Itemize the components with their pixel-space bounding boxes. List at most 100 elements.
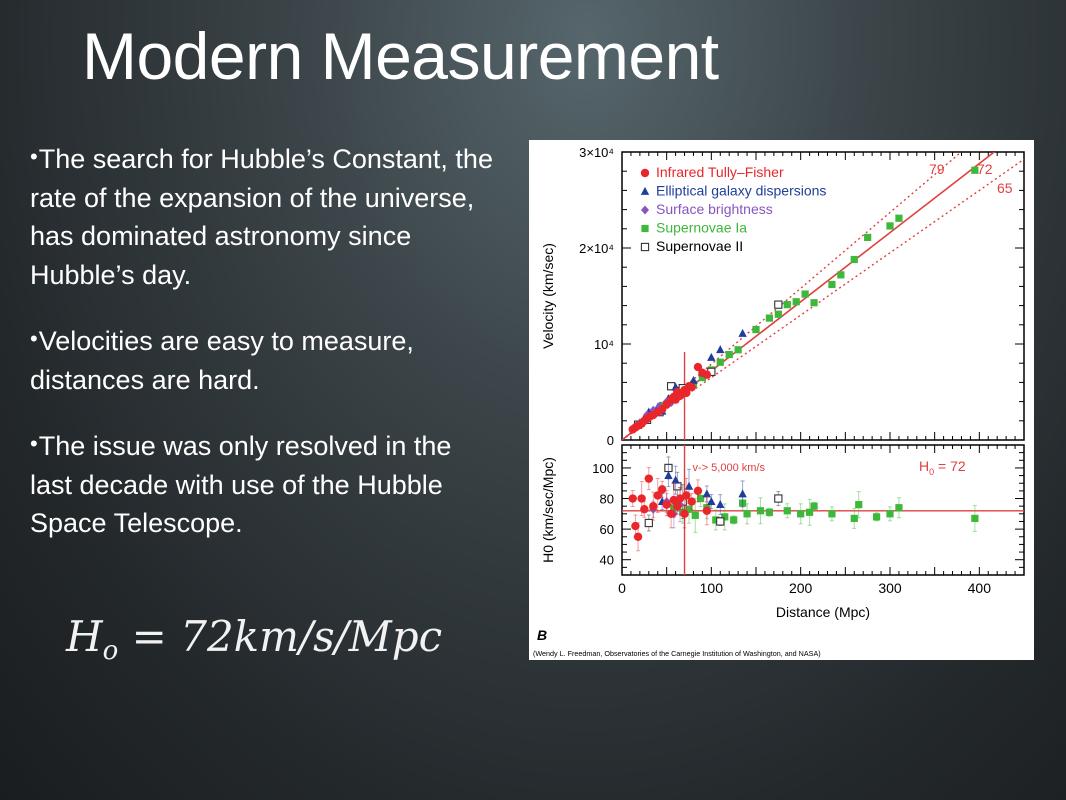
- bottom-point: [730, 516, 738, 524]
- top-point: [693, 362, 703, 372]
- legend-marker: [641, 224, 649, 233]
- fit-line-label-79: 79: [929, 161, 945, 177]
- bottom-point: [702, 489, 712, 498]
- legend-marker: [641, 205, 649, 215]
- bottom-point: [721, 513, 729, 521]
- x-tick-label: 0: [618, 580, 626, 596]
- bottom-point: [716, 500, 725, 509]
- bullet-dot-icon: •: [30, 326, 38, 351]
- top-point: [837, 271, 845, 279]
- x-tick-label: 100: [700, 580, 724, 596]
- top-point: [886, 222, 894, 230]
- hubble-diagram-figure: 0 10⁴ 2×10⁴ 3×10⁴ 40 60 80 100 0 100 200 300 400 Velo…: [529, 140, 1034, 660]
- bottom-point: [739, 499, 747, 507]
- bottom-point: [895, 504, 903, 512]
- bottom-panel-frame: [621, 444, 1025, 576]
- formula-lhs: H: [66, 612, 103, 661]
- bottom-point: [697, 494, 705, 503]
- x-tick-label: 200: [789, 580, 813, 596]
- bullet-dot-icon: •: [30, 144, 38, 169]
- hubble-diagram-svg: 0 10⁴ 2×10⁴ 3×10⁴ 40 60 80 100 0 100 200 300 400 Velo…: [533, 145, 1025, 658]
- legend-marker: [640, 168, 650, 178]
- bottom-y-tick-label: 80: [600, 492, 614, 507]
- bottom-point: [707, 496, 716, 505]
- bottom-point: [850, 514, 858, 523]
- bullet-item: •The issue was only resolved in the last…: [30, 425, 500, 543]
- bottom-point: [649, 501, 658, 511]
- bottom-point: [640, 505, 649, 514]
- bullet-item: •Velocities are easy to measure, distanc…: [30, 320, 500, 399]
- top-point: [765, 314, 773, 322]
- bottom-point: [828, 510, 836, 518]
- top-y-tick-label: 0: [607, 433, 614, 448]
- formula-rhs: 72km/s/Mpc: [180, 612, 443, 661]
- bottom-point: [797, 510, 805, 518]
- bottom-point: [971, 514, 979, 523]
- bottom-point: [693, 486, 703, 496]
- top-plot-area: [622, 152, 1024, 440]
- bottom-point: [653, 491, 662, 500]
- bottom-point: [673, 501, 682, 511]
- bullet-text: The search for Hubble’s Constant, the ra…: [30, 144, 493, 290]
- h0-reference-label-tail: = 72: [934, 458, 966, 474]
- figure-credit: (Wendy L. Freedman, Observatories of the…: [533, 649, 821, 658]
- formula-subscript: o: [102, 636, 119, 666]
- bottom-point: [783, 507, 791, 515]
- top-point: [850, 255, 858, 264]
- bottom-point: [637, 494, 646, 503]
- bottom-point: [687, 497, 696, 506]
- top-point: [971, 166, 979, 174]
- top-y-axis-label: Velocity (km/sec): [540, 243, 556, 349]
- bottom-point: [712, 516, 720, 524]
- bottom-point: [716, 517, 725, 526]
- bottom-point: [810, 502, 818, 510]
- top-point: [687, 383, 696, 392]
- bottom-y-axis-label: H0 (km/sec/Mpc): [540, 457, 556, 563]
- bottom-point: [855, 501, 863, 509]
- bottom-point: [738, 489, 747, 498]
- top-y-tick-label: 2×10⁴: [579, 241, 614, 256]
- velocity-threshold-annotation: v-> 5,000 km/s: [693, 462, 766, 474]
- bottom-point: [644, 518, 653, 528]
- x-tick-label: 300: [878, 580, 902, 596]
- bottom-point: [633, 532, 643, 541]
- top-point: [698, 374, 706, 382]
- top-point: [783, 301, 791, 309]
- top-point: [716, 358, 724, 366]
- top-panel-frame: [621, 151, 1025, 441]
- bottom-plot-area: [622, 445, 1024, 575]
- bottom-point: [631, 521, 640, 531]
- hubble-constant-formula: Ho = 72km/s/Mpc: [66, 612, 442, 666]
- bottom-y-tick-label: 40: [600, 553, 614, 568]
- bottom-point: [666, 509, 676, 519]
- x-axis-label: Distance (Mpc): [776, 604, 870, 620]
- bottom-point: [658, 485, 667, 494]
- x-tick-label: 400: [968, 580, 992, 596]
- top-point: [792, 298, 800, 306]
- top-y-tick-label: 3×10⁴: [579, 145, 614, 160]
- bottom-point: [628, 494, 637, 503]
- top-point: [702, 370, 712, 379]
- bottom-point: [743, 510, 751, 518]
- bottom-point: [644, 474, 653, 483]
- h0-reference-label-main: H: [919, 458, 929, 474]
- bottom-point: [664, 470, 673, 479]
- panel-letter: B: [537, 627, 547, 643]
- bottom-y-tick-label: 100: [592, 461, 614, 476]
- bottom-point: [765, 508, 773, 516]
- legend-marker: [640, 242, 650, 252]
- legend-label: Surface brightness: [656, 201, 773, 217]
- bottom-point: [662, 500, 671, 509]
- bottom-point: [685, 505, 693, 513]
- bullet-item: •The search for Hubble’s Constant, the r…: [30, 138, 500, 294]
- top-point: [810, 299, 818, 307]
- top-point: [752, 326, 760, 334]
- fit-line-label-72: 72: [977, 161, 993, 177]
- top-point: [675, 391, 685, 401]
- h0-reference-label-sub: 0: [929, 467, 934, 477]
- top-point: [895, 214, 903, 222]
- formula-equals: =: [131, 612, 167, 661]
- top-point: [738, 328, 747, 337]
- slide-title: Modern Measurement: [82, 19, 719, 93]
- bullet-dot-icon: •: [30, 431, 38, 456]
